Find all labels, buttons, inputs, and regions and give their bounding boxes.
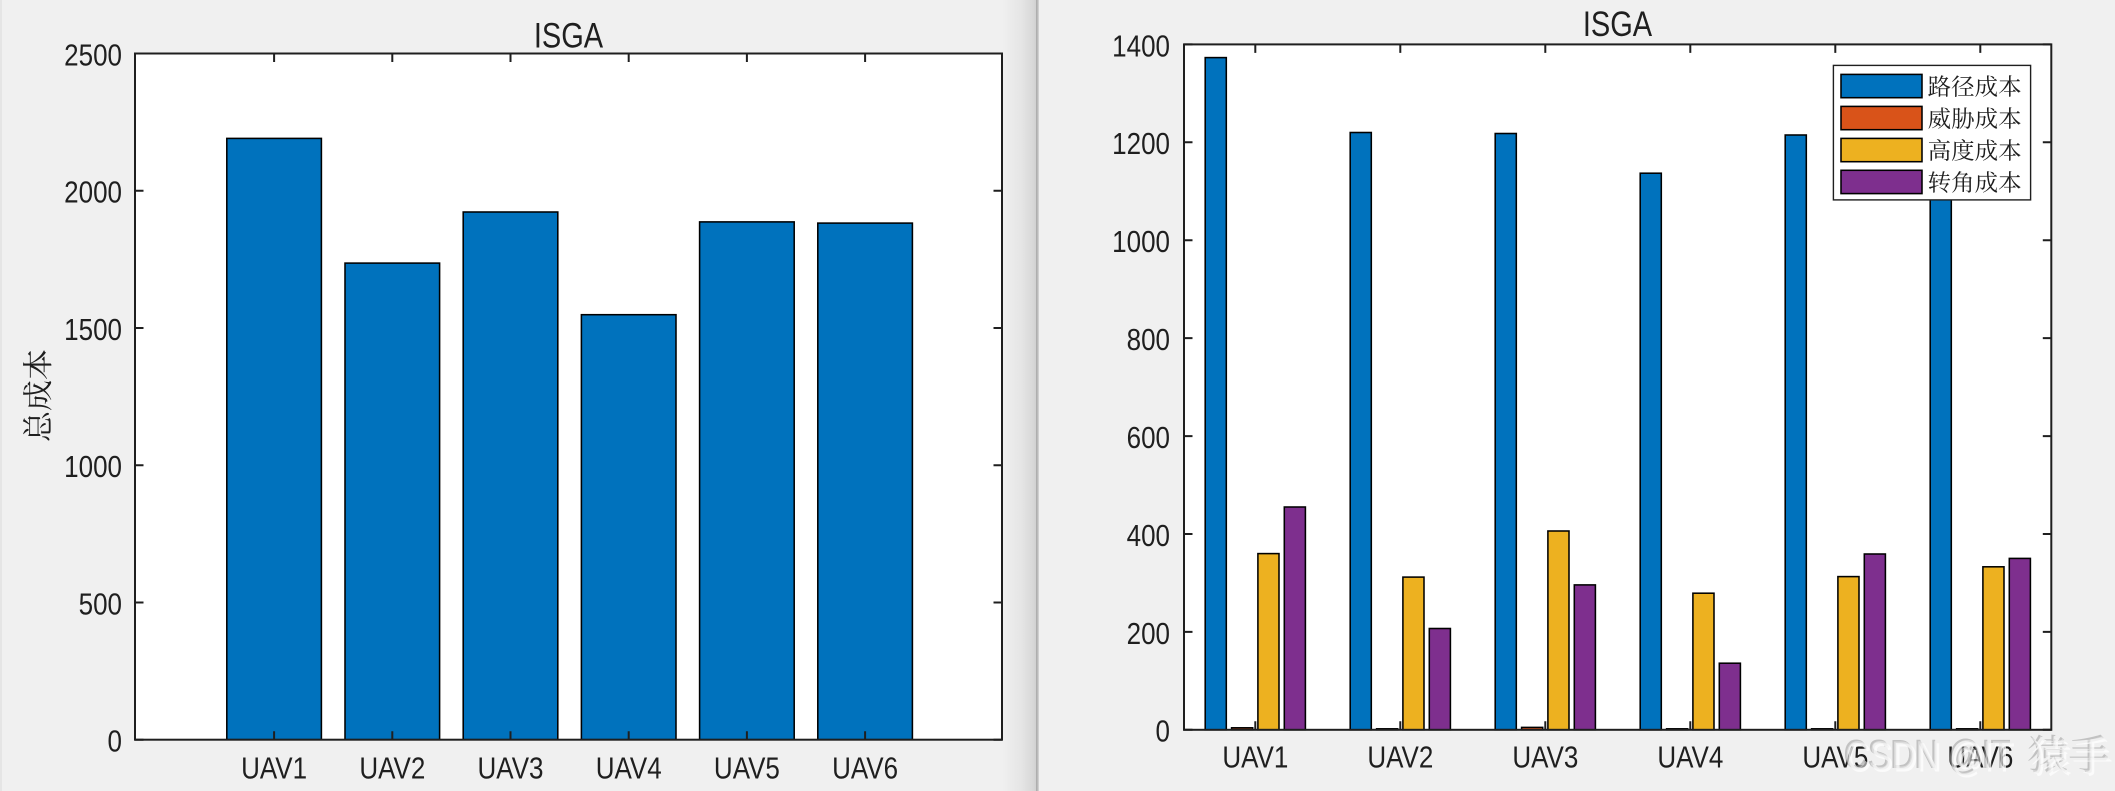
svg-text:UAV4: UAV4 [1657, 740, 1723, 774]
svg-text:UAV4: UAV4 [596, 750, 662, 784]
svg-text:1000: 1000 [1112, 224, 1170, 258]
svg-text:500: 500 [79, 586, 122, 620]
svg-text:UAV2: UAV2 [1367, 740, 1433, 774]
svg-text:800: 800 [1127, 322, 1170, 356]
svg-text:400: 400 [1127, 518, 1170, 552]
svg-text:CSDN @IT: CSDN @IT [1845, 733, 2013, 779]
svg-text:1500: 1500 [64, 312, 122, 346]
svg-text:UAV1: UAV1 [241, 750, 307, 784]
svg-text:1400: 1400 [1112, 28, 1170, 62]
svg-text:600: 600 [1127, 420, 1170, 454]
svg-text:1200: 1200 [1112, 126, 1170, 160]
svg-text:ISGA: ISGA [1583, 4, 1653, 43]
svg-text:2500: 2500 [64, 37, 122, 71]
svg-text:UAV3: UAV3 [1512, 740, 1578, 774]
svg-text:UAV5: UAV5 [1802, 740, 1868, 774]
svg-text:2000: 2000 [64, 175, 122, 209]
svg-text:UAV6: UAV6 [1947, 740, 2013, 774]
svg-text:UAV3: UAV3 [478, 750, 544, 784]
svg-text:CSDN @IT: CSDN @IT [1843, 731, 2011, 777]
svg-text:UAV2: UAV2 [359, 750, 425, 784]
svg-text:CSDN @IT: CSDN @IT [1847, 735, 2015, 781]
svg-text:200: 200 [1127, 616, 1170, 650]
svg-text:UAV6: UAV6 [832, 750, 898, 784]
svg-text:UAV1: UAV1 [1222, 740, 1288, 774]
svg-text:0: 0 [108, 724, 122, 758]
svg-text:UAV5: UAV5 [714, 750, 780, 784]
svg-text:ISGA: ISGA [534, 16, 604, 55]
svg-text:1000: 1000 [64, 449, 122, 483]
svg-text:0: 0 [1156, 714, 1170, 748]
